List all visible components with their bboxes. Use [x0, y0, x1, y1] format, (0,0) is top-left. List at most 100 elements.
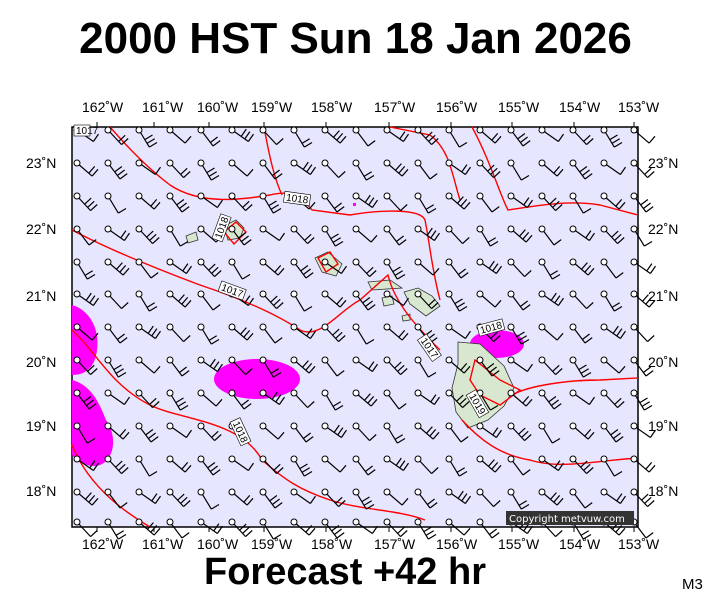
wind-barb [73, 518, 98, 538]
wind-barb [352, 159, 375, 181]
lat-label: 22˚N [648, 221, 678, 237]
wind-barb [476, 290, 502, 308]
wind-barb [507, 126, 531, 147]
wind-barb [166, 290, 192, 308]
wind-barb [352, 225, 378, 243]
lat-label: 23˚N [648, 155, 678, 171]
wind-barb [445, 422, 469, 443]
wind-barb [228, 225, 252, 246]
wind-barb [228, 455, 254, 471]
wind-barb [135, 455, 158, 477]
wind-barb [630, 159, 655, 179]
wind-barb [259, 356, 282, 378]
lat-label: 21˚N [648, 288, 678, 304]
wind-barb [228, 488, 254, 506]
lon-label: 160˚W [197, 536, 239, 552]
lon-label: 154˚W [559, 536, 601, 552]
wind-barb [290, 126, 313, 148]
wind-barb [600, 356, 626, 374]
wind-barb [73, 488, 99, 506]
wind-barb [104, 192, 127, 214]
wind-barb [321, 258, 347, 274]
wind-barb [600, 422, 624, 443]
wind-barb [383, 488, 409, 506]
wind-barb [104, 225, 130, 241]
wind-barb [445, 488, 471, 504]
wind-barb [166, 488, 191, 508]
wind-barb [630, 356, 654, 377]
wind-barb [630, 126, 656, 144]
wind-barb [600, 488, 626, 504]
wind-barb [104, 518, 127, 540]
wind-barb [476, 126, 502, 144]
wind-barb [352, 290, 376, 311]
wind-barb [414, 225, 440, 241]
wind-barb [290, 290, 313, 312]
wind-barb [73, 455, 99, 471]
wind-barbs [73, 126, 656, 540]
copyright-text: Copyright metvuw.com [509, 514, 625, 525]
wind-barb [414, 192, 437, 214]
isobar [223, 221, 247, 246]
wind-barb [630, 258, 656, 274]
lon-label: 161˚W [142, 99, 184, 115]
lon-label: 154˚W [559, 99, 601, 115]
wind-barb [104, 258, 130, 276]
wind-barb [197, 290, 221, 311]
frame-ticks [96, 122, 635, 532]
wind-barb [73, 422, 96, 444]
wind-barb [290, 518, 316, 536]
wind-barb [569, 192, 592, 214]
wind-barb [166, 455, 192, 473]
wind-barb [538, 389, 562, 410]
rain-area [214, 359, 300, 399]
wind-barb [104, 389, 130, 405]
wind-barb [414, 258, 440, 276]
wind-barb [414, 518, 437, 540]
wind-barb [476, 488, 501, 508]
wind-barb [228, 159, 254, 177]
wind-barb [259, 290, 284, 310]
lat-label: 20˚N [26, 354, 56, 370]
wind-barb [600, 323, 626, 339]
wind-barb [538, 422, 561, 444]
wind-barb [104, 356, 127, 378]
lon-label: 156˚W [436, 99, 478, 115]
wind-barb [352, 518, 378, 534]
wind-barb [135, 389, 160, 409]
wind-barb [538, 159, 564, 177]
wind-barb [197, 389, 223, 407]
rain-area [72, 380, 114, 466]
lon-label: 158˚W [311, 99, 353, 115]
wind-barb [259, 159, 283, 180]
wind-barb [630, 422, 656, 438]
wind-barb [166, 518, 190, 539]
lon-label: 153˚W [618, 536, 660, 552]
wind-barb [352, 258, 377, 278]
wind-barb [135, 258, 159, 279]
wind-barb [569, 455, 594, 475]
wind-barb [290, 389, 315, 409]
wind-barb [538, 290, 564, 306]
wind-barb [259, 518, 282, 540]
wind-barb [135, 225, 160, 245]
wind-barb [259, 422, 285, 440]
island-hawaii [451, 341, 515, 429]
wind-barb [166, 422, 192, 438]
wind-barb [259, 225, 285, 241]
lat-label: 20˚N [648, 354, 678, 370]
wind-barb [476, 356, 500, 377]
wind-barb [569, 126, 594, 146]
wind-barb [135, 290, 158, 312]
lon-label: 157˚W [374, 536, 416, 552]
wind-barb [445, 323, 471, 339]
wind-barb [569, 356, 592, 378]
wind-barb [135, 422, 159, 443]
wind-barb [383, 290, 409, 306]
wind-barb [166, 323, 191, 343]
wind-barb [507, 455, 531, 476]
wind-barb [290, 356, 316, 374]
wind-barb [73, 323, 99, 341]
wind-barb [445, 225, 470, 245]
